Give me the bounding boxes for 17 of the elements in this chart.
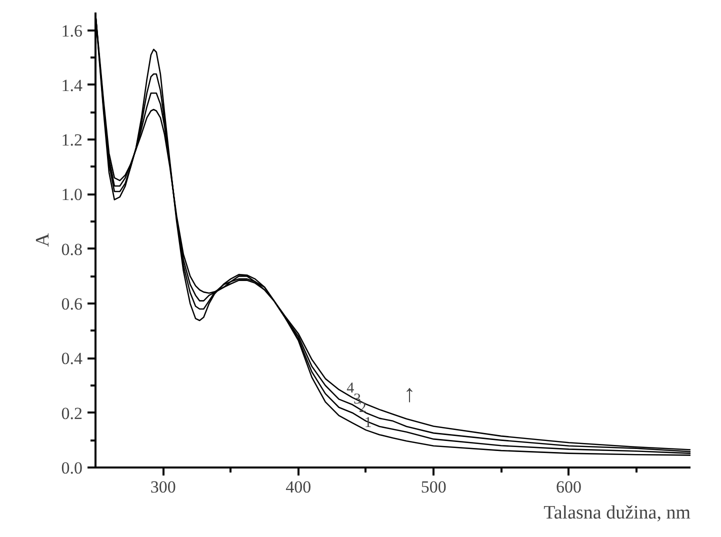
y-tick-label: 1.2 [61,130,82,150]
y-tick-label: 1.0 [61,185,82,204]
x-tick-label: 600 [556,478,582,496]
y-tick-label: 0.0 [61,458,82,478]
y-axis-title: A [32,232,54,247]
x-tick-label: 500 [420,478,446,496]
y-tick-label: 0.2 [61,404,82,423]
x-tick-label: 400 [286,478,312,496]
x-axis-title: Talasna dužina, nm [544,502,691,524]
y-tick-label: 0.6 [61,294,82,314]
annotation: ↑ [404,382,416,408]
y-tick-label: 1.6 [61,21,82,40]
x-tick-label: 300 [150,478,176,496]
y-tick-label: 1.4 [61,76,83,95]
y-tick-label: 0.8 [61,240,82,259]
annotation: 4 [346,380,355,397]
y-tick-label: 0.4 [61,349,83,368]
